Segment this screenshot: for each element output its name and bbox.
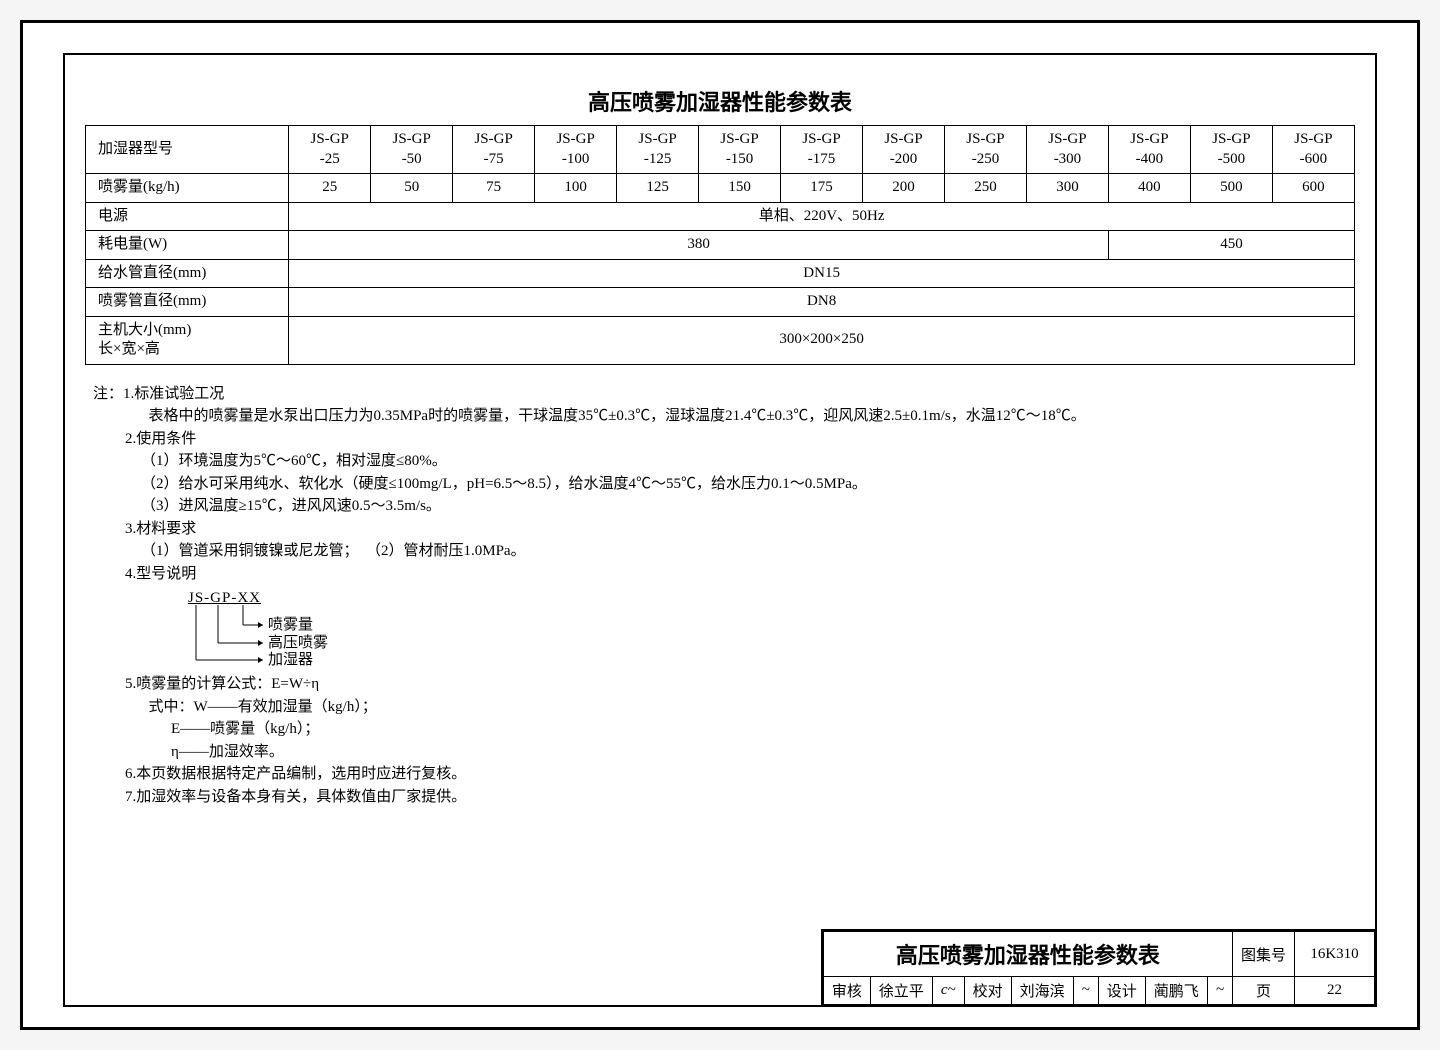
model-cell: JS-GP -75 [453, 126, 535, 174]
table-row: 喷雾量(kg/h) 25 50 75 100 125 150 175 200 2… [86, 174, 1355, 203]
model-cell: JS-GP -300 [1026, 126, 1108, 174]
note-line: 2.使用条件 [93, 428, 1355, 451]
label-model: 加湿器型号 [86, 126, 289, 174]
model-bracket-svg: 喷雾量 高压喷雾 加湿器 [188, 605, 388, 670]
model-cell: JS-GP -250 [944, 126, 1026, 174]
svg-text:高压喷雾: 高压喷雾 [268, 634, 328, 651]
spray-cell: 125 [617, 174, 699, 203]
drawing-page: 高压喷雾加湿器性能参数表 加湿器型号 JS-GP -25 JS-GP -50 J… [20, 20, 1420, 1030]
svg-text:加湿器: 加湿器 [268, 651, 313, 668]
note-line: 3.材料要求 [93, 518, 1355, 541]
table-row: 喷雾管直径(mm) DN8 [86, 288, 1355, 317]
tb-doc-title: 高压喷雾加湿器性能参数表 [823, 932, 1232, 977]
note-line: η——加湿效率。 [93, 741, 1355, 764]
page-title: 高压喷雾加湿器性能参数表 [85, 85, 1355, 117]
table-row: 加湿器型号 JS-GP -25 JS-GP -50 JS-GP -75 JS-G… [86, 126, 1355, 174]
tb-design-label: 设计 [1098, 977, 1145, 1005]
model-cell: JS-GP -100 [535, 126, 617, 174]
tb-check-label: 校对 [964, 977, 1011, 1005]
mainsize-cell: 300×200×250 [289, 316, 1355, 364]
model-cell: JS-GP -175 [781, 126, 863, 174]
spec-table: 加湿器型号 JS-GP -25 JS-GP -50 JS-GP -75 JS-G… [85, 125, 1355, 365]
note-line: （2）给水可采用纯水、软化水（硬度≤100mg/L，pH=6.5～8.5），给水… [93, 473, 1355, 496]
tb-atlas-label: 图集号 [1232, 932, 1294, 977]
spray-cell: 600 [1272, 174, 1354, 203]
spray-cell: 300 [1026, 174, 1108, 203]
spraypipe-cell: DN8 [289, 288, 1355, 317]
table-row: 电源 单相、220V、50Hz [86, 202, 1355, 231]
spray-cell: 500 [1190, 174, 1272, 203]
svg-text:喷雾量: 喷雾量 [268, 616, 313, 633]
label-waterpipe: 给水管直径(mm) [86, 259, 289, 288]
model-cell: JS-GP -400 [1108, 126, 1190, 174]
note-line: （3）进风温度≥15℃，进风风速0.5～3.5m/s。 [93, 495, 1355, 518]
model-diagram: JS-GP-XX 喷雾量 高压喷雾 加湿器 [188, 587, 1355, 667]
note-line: 注：1.标准试验工况 [93, 383, 1355, 406]
tb-checker: 刘海滨 [1011, 977, 1073, 1005]
tb-atlas-no: 16K310 [1295, 932, 1375, 977]
label-mainsize: 主机大小(mm) 长×宽×高 [86, 316, 289, 364]
note-line: 式中：W——有效加湿量（kg/h）； [93, 696, 1355, 719]
spray-cell: 200 [863, 174, 945, 203]
spray-cell: 175 [781, 174, 863, 203]
spray-cell: 100 [535, 174, 617, 203]
model-cell: JS-GP -50 [371, 126, 453, 174]
label-power: 电源 [86, 202, 289, 231]
note-line: 5.喷雾量的计算公式：E=W÷η [93, 673, 1355, 696]
consumption-a: 380 [289, 231, 1109, 260]
label-spray: 喷雾量(kg/h) [86, 174, 289, 203]
spray-cell: 250 [944, 174, 1026, 203]
model-cell: JS-GP -25 [289, 126, 371, 174]
tb-reviewer: 徐立平 [870, 977, 932, 1005]
tb-review-label: 审核 [823, 977, 870, 1005]
title-block: 高压喷雾加湿器性能参数表 图集号 16K310 审核 徐立平 c~ 校对 刘海滨… [821, 929, 1377, 1007]
model-cell: JS-GP -150 [699, 126, 781, 174]
note-line: 表格中的喷雾量是水泵出口压力为0.35MPa时的喷雾量，干球温度35℃±0.3℃… [93, 405, 1355, 428]
spray-cell: 25 [289, 174, 371, 203]
notes-section: 注：1.标准试验工况 表格中的喷雾量是水泵出口压力为0.35MPa时的喷雾量，干… [85, 383, 1355, 809]
model-cell: JS-GP -200 [863, 126, 945, 174]
consumption-b: 450 [1108, 231, 1354, 260]
spray-cell: 50 [371, 174, 453, 203]
model-cell: JS-GP -500 [1190, 126, 1272, 174]
note-line: （1）环境温度为5℃～60℃，相对湿度≤80%。 [93, 450, 1355, 473]
table-row: 主机大小(mm) 长×宽×高 300×200×250 [86, 316, 1355, 364]
tb-sig3: ~ [1207, 977, 1232, 1005]
note-line: 6.本页数据根据特定产品编制，选用时应进行复核。 [93, 763, 1355, 786]
table-row: 耗电量(W) 380 450 [86, 231, 1355, 260]
inner-frame: 高压喷雾加湿器性能参数表 加湿器型号 JS-GP -25 JS-GP -50 J… [63, 53, 1377, 1007]
note-line: 7.加湿效率与设备本身有关，具体数值由厂家提供。 [93, 786, 1355, 809]
model-cell: JS-GP -600 [1272, 126, 1354, 174]
label-consumption: 耗电量(W) [86, 231, 289, 260]
label-spraypipe: 喷雾管直径(mm) [86, 288, 289, 317]
tb-page-label: 页 [1232, 977, 1294, 1005]
note-line: E——喷雾量（kg/h）； [93, 718, 1355, 741]
model-cell: JS-GP -125 [617, 126, 699, 174]
tb-sig2: ~ [1073, 977, 1098, 1005]
tb-designer: 蔺鹏飞 [1145, 977, 1207, 1005]
note-line: （1）管道采用铜镀镍或尼龙管； （2）管材耐压1.0MPa。 [93, 540, 1355, 563]
model-code: JS-GP-XX [188, 590, 261, 606]
spray-cell: 400 [1108, 174, 1190, 203]
power-cell: 单相、220V、50Hz [289, 202, 1355, 231]
table-row: 给水管直径(mm) DN15 [86, 259, 1355, 288]
tb-sig1: c~ [932, 977, 964, 1005]
waterpipe-cell: DN15 [289, 259, 1355, 288]
spray-cell: 75 [453, 174, 535, 203]
tb-page-no: 22 [1295, 977, 1375, 1005]
note-line: 4.型号说明 [93, 563, 1355, 586]
spray-cell: 150 [699, 174, 781, 203]
